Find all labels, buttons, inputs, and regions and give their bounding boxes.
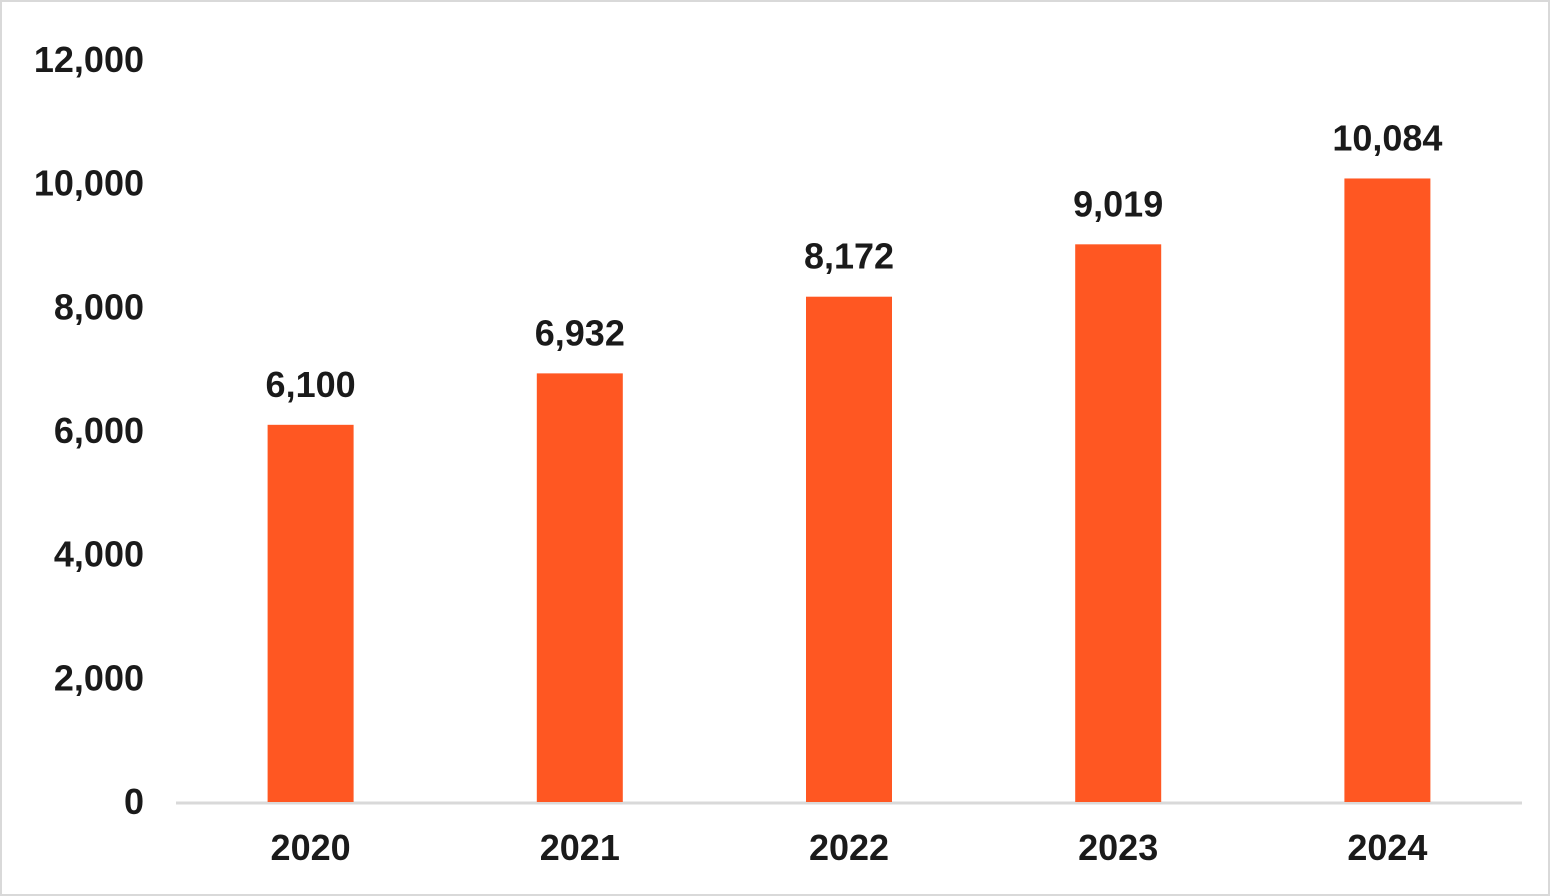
y-tick-label: 10,000 (34, 163, 144, 204)
y-tick-label: 4,000 (54, 534, 144, 575)
x-axis-tick-labels: 2020 2021 2022 2023 2024 (271, 827, 1428, 868)
data-label-2023: 9,019 (1073, 183, 1163, 224)
data-label-2020: 6,100 (266, 364, 356, 405)
y-tick-label: 2,000 (54, 657, 144, 698)
x-tick-label-2020: 2020 (271, 827, 351, 868)
x-tick-label-2024: 2024 (1347, 827, 1427, 868)
data-label-2021: 6,932 (535, 312, 625, 353)
bar-2022 (806, 296, 892, 802)
y-tick-label: 12,000 (34, 39, 144, 80)
bar-2021 (536, 373, 623, 802)
y-tick-label: 6,000 (54, 410, 144, 451)
bar-2024 (1344, 178, 1431, 803)
x-tick-label-2023: 2023 (1078, 827, 1158, 868)
bars (267, 178, 1431, 803)
data-label-2024: 10,084 (1332, 117, 1442, 158)
y-tick-label: 0 (124, 781, 144, 822)
x-tick-label-2021: 2021 (540, 827, 620, 868)
data-label-2022: 8,172 (804, 236, 894, 277)
x-tick-label-2022: 2022 (809, 827, 889, 868)
y-tick-label: 8,000 (54, 286, 144, 327)
data-labels: 6,100 6,932 8,172 9,019 10,084 (266, 117, 1443, 404)
y-axis-tick-labels: 0 2,000 4,000 6,000 8,000 10,000 12,000 (34, 39, 144, 822)
bar-2023 (1075, 244, 1162, 802)
bar-2020 (267, 424, 354, 802)
